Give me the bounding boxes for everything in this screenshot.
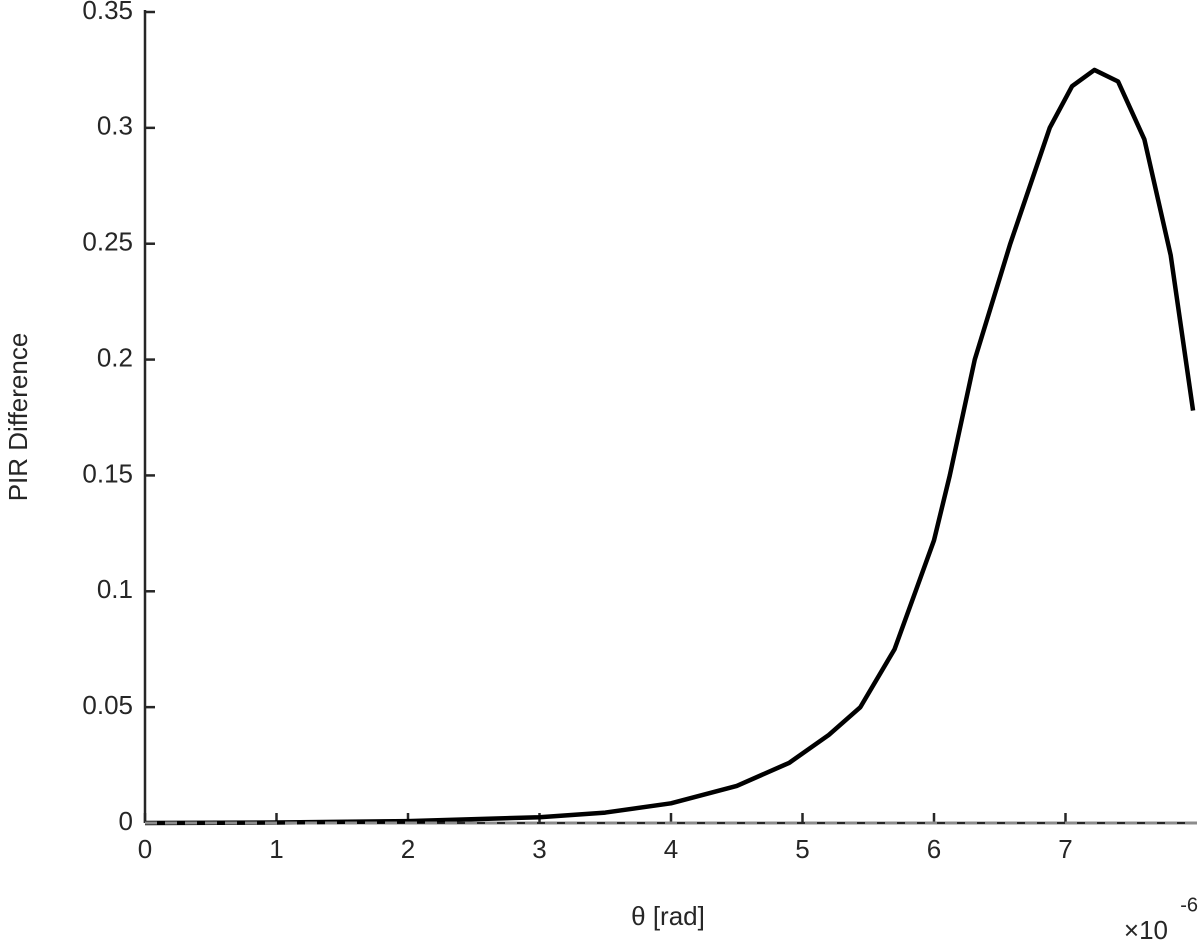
y-tick-label: 0.25 [82, 227, 133, 257]
y-tick-label: 0.05 [82, 690, 133, 720]
x-tick-label: 6 [927, 834, 941, 864]
y-tick-label: 0.2 [97, 342, 133, 372]
x-tick-label: 3 [532, 834, 546, 864]
y-tick-label: 0.15 [82, 458, 133, 488]
x-tick-label: 2 [401, 834, 415, 864]
x-tick-label: 7 [1058, 834, 1072, 864]
x-axis-label: θ [rad] [631, 901, 705, 931]
x-tick-label: 0 [138, 834, 152, 864]
x-exponent: -6 [1180, 894, 1198, 916]
y-tick-label: 0.35 [82, 0, 133, 25]
y-axis-label: PIR Difference [3, 333, 33, 502]
y-tick-label: 0 [119, 806, 133, 836]
x-tick-label: 1 [269, 834, 283, 864]
data-line [144, 67, 1196, 826]
x-tick-label: 5 [795, 834, 809, 864]
y-tick-label: 0.3 [97, 111, 133, 141]
x-multiplier: ×10 [1124, 915, 1168, 944]
x-tick-label: 4 [664, 834, 678, 864]
y-tick-label: 0.1 [97, 574, 133, 604]
